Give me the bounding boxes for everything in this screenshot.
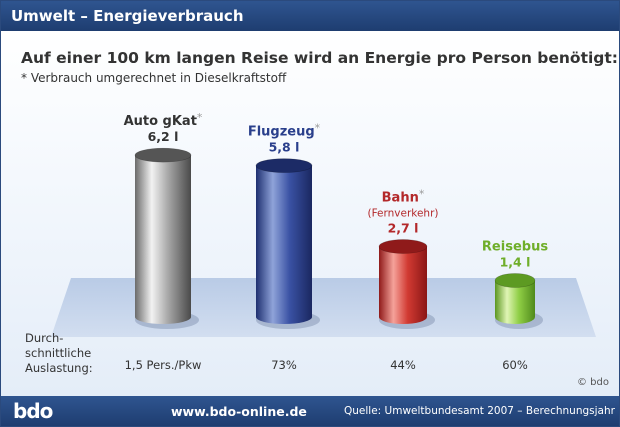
bar-flugzeug xyxy=(255,158,320,329)
footer-bar: bdo www.bdo-online.de Quelle: Umweltbund… xyxy=(1,396,619,426)
category-label-flugzeug: Flugzeug* xyxy=(248,122,321,140)
utilization-label-line: Durch- xyxy=(25,331,64,345)
website-link[interactable]: www.bdo-online.de xyxy=(171,404,307,419)
category-note-bahn: * xyxy=(419,188,425,201)
category-subtitle-bahn: (Fernverkehr) xyxy=(367,208,438,220)
utilization-label: Durch- schnittliche Auslastung: xyxy=(25,331,93,376)
chart-title: Auf einer 100 km langen Reise wird an En… xyxy=(21,49,619,67)
copyright: © bdo xyxy=(577,377,609,388)
bar-auto-gkat xyxy=(134,147,199,329)
bar-reisebus xyxy=(494,273,543,329)
utilization-value-auto-gkat: 1,5 Pers./Pkw xyxy=(124,358,202,372)
value-label-auto-gkat: 6,2 l xyxy=(148,129,179,144)
source-note: Quelle: Umweltbundesamt 2007 – Berechnun… xyxy=(344,405,620,417)
utilization-label-line: Auslastung: xyxy=(25,361,93,375)
category-label-bahn: Bahn* xyxy=(382,188,425,206)
header-title: Umwelt – Energieverbrauch xyxy=(11,7,244,25)
category-note-flugzeug: * xyxy=(315,122,321,135)
bdo-logo: bdo xyxy=(13,399,53,423)
header-bar: Umwelt – Energieverbrauch xyxy=(1,1,619,31)
footnote-text: Verbrauch umgerechnet in Dieselkraftstof… xyxy=(30,71,287,85)
value-label-flugzeug: 5,8 l xyxy=(269,140,300,155)
category-label-reisebus: Reisebus xyxy=(482,239,548,254)
footnote: * Verbrauch umgerechnet in Dieselkraftst… xyxy=(21,71,286,85)
category-label-auto-gkat: Auto gKat* xyxy=(124,111,203,129)
utilization-value-flugzeug: 73% xyxy=(271,358,297,372)
utilization-label-line: schnittliche xyxy=(25,346,92,360)
value-label-bahn: 2,7 l xyxy=(388,221,419,236)
utilization-value-bahn: 44% xyxy=(390,358,416,372)
category-note-auto-gkat: * xyxy=(197,111,203,124)
utilization-value-reisebus: 60% xyxy=(502,358,528,372)
bar-bahn xyxy=(378,239,435,329)
value-label-reisebus: 1,4 l xyxy=(500,254,531,269)
footnote-marker: * xyxy=(21,71,27,85)
